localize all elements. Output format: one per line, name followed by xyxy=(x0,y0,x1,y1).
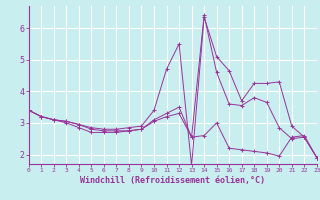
X-axis label: Windchill (Refroidissement éolien,°C): Windchill (Refroidissement éolien,°C) xyxy=(80,176,265,185)
